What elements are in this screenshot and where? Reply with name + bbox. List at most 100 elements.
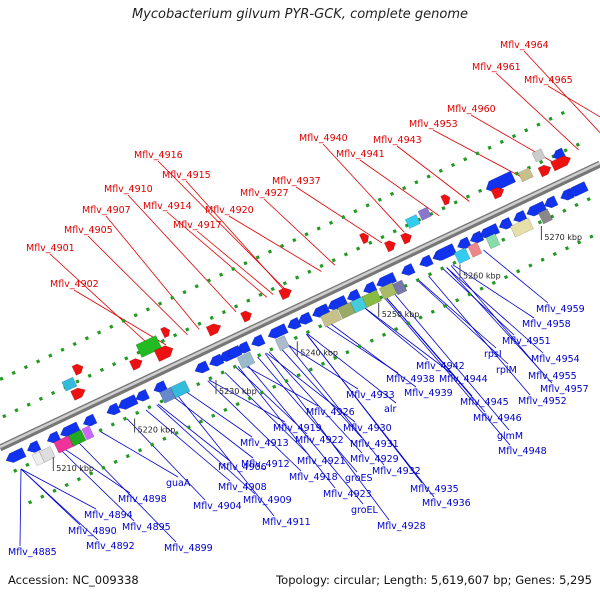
kbp-tick-label: 5210 kbp — [56, 464, 94, 473]
forward-gene — [129, 358, 143, 371]
kbp-tick-label: 5240 kbp — [300, 349, 338, 358]
reverse-gene — [209, 353, 225, 367]
gene-label-top: Mflv_4927 — [240, 188, 289, 199]
guide-dot — [368, 240, 373, 245]
guide-dot — [38, 396, 44, 401]
reverse-gene — [513, 209, 528, 223]
leader-line — [428, 275, 531, 396]
guide-dot — [150, 442, 155, 447]
gene-block — [453, 247, 471, 265]
gene-label-bottom: rpsI — [484, 349, 502, 360]
leader-line — [228, 215, 322, 272]
guide-dot — [64, 482, 69, 488]
guide-dot — [341, 214, 346, 220]
leader-line — [20, 468, 81, 526]
guide-dot — [536, 122, 541, 127]
gene-label-top: Mflv_4943 — [373, 135, 422, 146]
gene-label-bottom: Mflv_4885 — [8, 547, 57, 558]
reverse-gene — [194, 360, 210, 374]
guide-dot — [101, 465, 106, 470]
guide-dot — [450, 162, 456, 168]
gene-label-bottom: Mflv_4898 — [118, 494, 167, 505]
gene-label-bottom: Mflv_4948 — [498, 446, 547, 457]
guide-dot — [380, 234, 385, 240]
forward-gene — [359, 232, 369, 245]
leader-line — [157, 403, 231, 462]
leader-line — [279, 346, 363, 439]
leader-line — [306, 333, 397, 404]
guide-dot — [355, 246, 361, 251]
reverse-gene — [434, 243, 458, 261]
guide-dot — [89, 471, 94, 476]
guide-dot — [477, 188, 483, 194]
reverse-gene — [363, 281, 378, 294]
reverse-gene — [457, 236, 472, 250]
gene-label-bottom: Mflv_4929 — [350, 454, 399, 465]
forward-gene — [537, 164, 552, 178]
gene-label-bottom: Mflv_4936 — [422, 498, 471, 509]
gene-label-bottom: Mflv_4957 — [540, 384, 589, 395]
guide-dot — [463, 157, 468, 162]
guide-dot — [564, 246, 570, 251]
guide-dot — [0, 376, 4, 381]
guide-dot — [465, 194, 471, 199]
guide-dot — [14, 408, 19, 413]
guide-dot — [438, 168, 443, 173]
forward-gene — [440, 194, 451, 206]
guide-dot — [232, 364, 237, 369]
guide-dot — [172, 333, 178, 338]
leader-line — [363, 306, 429, 361]
forward-gene — [490, 187, 505, 200]
reverse-gene — [267, 323, 289, 339]
gene-label-top: Mflv_4917 — [173, 220, 222, 231]
reverse-gene — [498, 216, 514, 230]
guide-dot — [563, 148, 568, 153]
gene-label-top: Mflv_4941 — [336, 149, 385, 160]
guide-dot — [269, 347, 274, 352]
leader-line — [237, 366, 336, 489]
leader-line — [100, 431, 179, 478]
gene-label-bottom: Mflv_4928 — [377, 521, 426, 532]
guide-dot — [111, 361, 117, 367]
guide-dot — [133, 313, 138, 318]
guide-dot — [491, 280, 496, 286]
gene-label-bottom: groES — [345, 473, 373, 484]
guide-dot — [267, 249, 273, 254]
leader-line — [19, 468, 22, 547]
gene-block — [337, 301, 356, 320]
guide-dot — [145, 307, 151, 312]
guide-dot — [307, 269, 312, 274]
gene-label-top: Mflv_4901 — [26, 243, 75, 254]
gene-label-bottom: Mflv_4955 — [528, 371, 577, 382]
gene-label-bottom: groEL — [351, 505, 379, 516]
gene-label-bottom: Mflv_4951 — [502, 336, 551, 347]
gene-block — [320, 308, 343, 328]
guide-dot — [426, 174, 431, 179]
leader-line — [268, 351, 363, 454]
kbp-tick-label: 5220 kbp — [138, 426, 176, 435]
gene-label-bottom: Mflv_4922 — [295, 435, 344, 446]
guide-dot — [440, 266, 445, 271]
gene-block — [378, 282, 398, 300]
guide-dot — [503, 274, 509, 280]
gene-label-bottom: Mflv_4912 — [241, 459, 290, 470]
guide-dot — [560, 110, 565, 116]
guide-dot — [13, 468, 18, 473]
leader-line — [417, 280, 509, 365]
leader-line — [73, 289, 167, 346]
guide-dot — [255, 255, 260, 260]
guide-dot — [528, 263, 533, 268]
guide-dot — [305, 329, 311, 335]
gene-block — [531, 148, 546, 163]
reverse-gene — [567, 181, 589, 197]
guide-dot — [218, 272, 224, 277]
guide-dot — [453, 200, 458, 205]
guide-dot — [343, 252, 349, 257]
leader-line — [242, 363, 319, 407]
guide-dot — [186, 425, 191, 430]
forward-gene — [278, 287, 292, 301]
guide-dot — [381, 332, 387, 337]
reverse-gene — [419, 254, 434, 268]
leader-line — [286, 342, 385, 466]
guide-dot — [524, 128, 529, 133]
